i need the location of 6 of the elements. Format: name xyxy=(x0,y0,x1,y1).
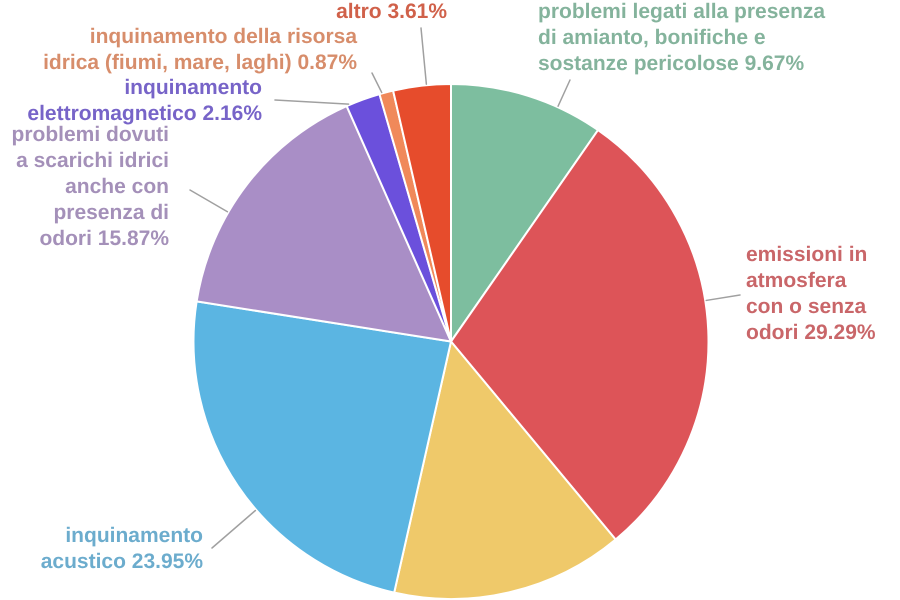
slice-label: inquinamento elettromagnetico 2.16% xyxy=(27,76,262,125)
slice-label: emissioni in atmosfera con o senza odori 29.29% xyxy=(746,242,876,344)
slice-label: inquinamento della risorsa idrica (fiumi, mare, laghi) 0.87% xyxy=(43,24,358,74)
slice-label: altro 3.61% xyxy=(336,0,448,23)
slice-label: inquinamento acustico 23.95% xyxy=(40,524,204,573)
slice-label: problemi legati alla presenza di amianto, bonifiche e sostanze pericolose 9.67% xyxy=(538,0,826,75)
